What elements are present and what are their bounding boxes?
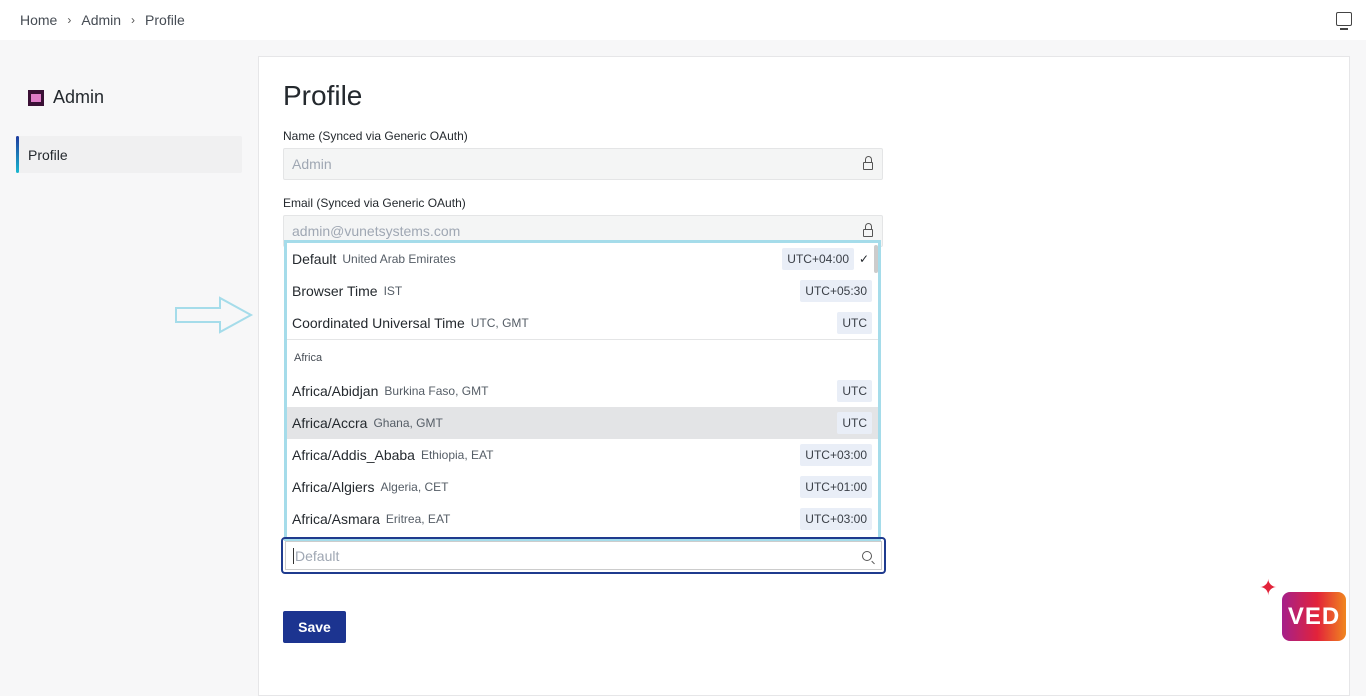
timezone-option[interactable]: Africa/Addis_Ababa Ethiopia, EAT UTC+03:… — [287, 439, 878, 471]
sidebar-title: Admin — [28, 87, 104, 108]
chevron-right-icon: › — [67, 13, 72, 27]
email-value: admin@vunetsystems.com — [292, 223, 461, 239]
name-field: Admin — [283, 148, 883, 180]
option-name: Africa/Abidjan — [292, 383, 379, 399]
check-icon: ✓ — [858, 252, 870, 266]
option-sub: Algeria, CET — [380, 480, 449, 494]
name-label: Name (Synced via Generic OAuth) — [283, 129, 468, 143]
option-name: Coordinated Universal Time — [292, 315, 465, 331]
offset-badge: UTC — [837, 380, 872, 402]
option-sub: UTC, GMT — [470, 316, 529, 330]
offset-badge: UTC+03:00 — [800, 508, 872, 530]
ved-logo[interactable]: VED — [1282, 592, 1346, 641]
timezone-option[interactable]: Default United Arab Emirates UTC+04:00 ✓ — [287, 243, 878, 275]
timezone-dropdown: Default United Arab Emirates UTC+04:00 ✓… — [284, 240, 881, 541]
breadcrumb-profile: Profile — [145, 12, 185, 28]
offset-badge: UTC+03:00 — [800, 444, 872, 466]
offset-badge: UTC+05:30 — [800, 280, 872, 302]
timezone-option[interactable]: Africa/Asmara Eritrea, EAT UTC+03:00 — [287, 503, 878, 535]
timezone-option[interactable]: Africa/Algiers Algeria, CET UTC+01:00 — [287, 471, 878, 503]
lock-icon — [863, 223, 873, 237]
option-sub: Ethiopia, EAT — [420, 448, 494, 462]
option-name: Default — [292, 251, 337, 267]
lock-icon — [863, 156, 873, 170]
offset-badge: UTC+01:00 — [800, 476, 872, 498]
timezone-option[interactable]: Africa/Accra Ghana, GMT UTC — [287, 407, 878, 439]
option-name: Browser Time — [292, 283, 378, 299]
option-sub: Burkina Faso, GMT — [384, 384, 489, 398]
sidebar-item-profile[interactable]: Profile — [16, 136, 242, 173]
email-label: Email (Synced via Generic OAuth) — [283, 196, 466, 210]
option-sub: IST — [383, 284, 403, 298]
timezone-input[interactable]: Default — [281, 537, 886, 574]
arrow-right-icon — [175, 296, 254, 334]
offset-badge: UTC — [837, 412, 872, 434]
option-name: Africa/Accra — [292, 415, 368, 431]
breadcrumb-home[interactable]: Home — [20, 12, 58, 28]
scrollbar[interactable] — [874, 245, 878, 273]
sidebar-title-text: Admin — [53, 87, 105, 107]
timezone-option[interactable]: Coordinated Universal Time UTC, GMT UTC — [287, 307, 878, 339]
search-icon — [862, 551, 872, 561]
monitor-icon[interactable] — [1336, 12, 1352, 30]
admin-icon — [28, 89, 44, 106]
top-bar: Home › Admin › Profile — [0, 0, 1366, 40]
sidebar-item-label: Profile — [28, 146, 68, 163]
option-sub: Eritrea, EAT — [385, 512, 451, 526]
option-name: Africa/Addis_Ababa — [292, 447, 415, 463]
option-name: Africa/Algiers — [292, 479, 375, 495]
option-name: Africa/Asmara — [292, 511, 380, 527]
option-sub: Ghana, GMT — [373, 416, 443, 430]
timezone-placeholder: Default — [295, 547, 340, 564]
offset-badge: UTC+04:00 — [782, 248, 854, 270]
breadcrumb-admin[interactable]: Admin — [81, 12, 122, 28]
sparkle-icon[interactable]: ✦ — [1259, 575, 1278, 600]
timezone-option[interactable]: Browser Time IST UTC+05:30 — [287, 275, 878, 307]
page-title: Profile — [283, 80, 363, 111]
name-value: Admin — [292, 156, 332, 172]
chevron-right-icon: › — [131, 13, 136, 27]
option-sub: United Arab Emirates — [342, 252, 456, 266]
timezone-option[interactable]: Africa/Abidjan Burkina Faso, GMT UTC — [287, 375, 878, 407]
offset-badge: UTC — [837, 312, 872, 334]
group-header-africa: Africa — [287, 339, 878, 375]
save-button[interactable]: Save — [283, 611, 346, 643]
